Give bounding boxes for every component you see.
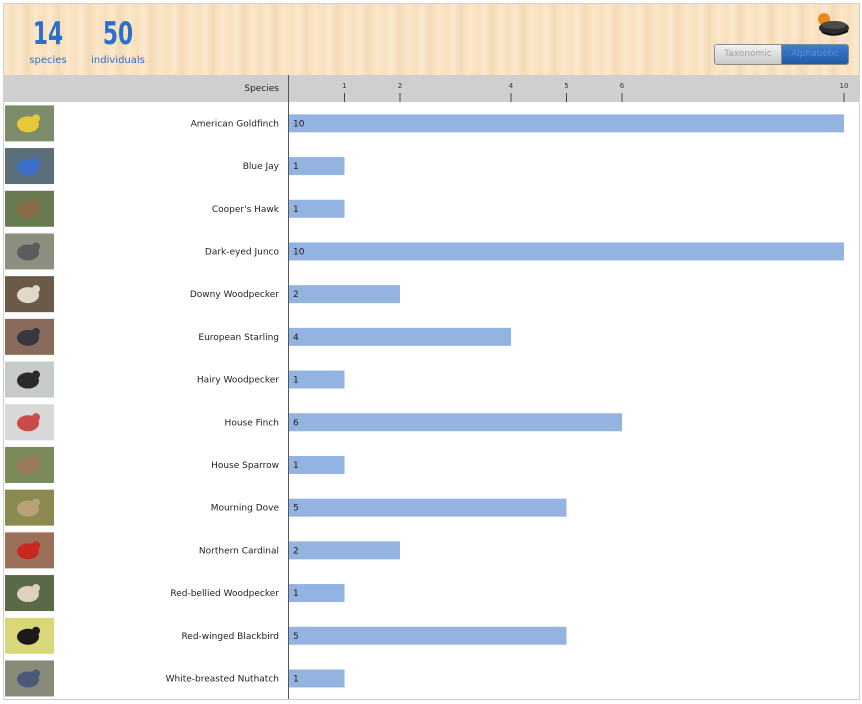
species-label: House Sparrow [211, 461, 279, 471]
species-label: White-breasted Nuthatch [166, 674, 279, 684]
individuals-stat: 50 individuals [88, 17, 148, 67]
count-label: 1 [293, 674, 299, 684]
taxonomic-sort-button[interactable]: Taxonomic [715, 45, 782, 64]
count-label: 2 [293, 290, 299, 300]
axis-header-band: Species [4, 75, 859, 102]
count-bar[interactable] [289, 626, 567, 645]
bird-head [32, 370, 40, 379]
count-bar[interactable] [289, 455, 345, 474]
species-stat: 14 species [26, 17, 70, 67]
count-label: 1 [293, 205, 299, 215]
species-label: Hairy Woodpecker [197, 376, 279, 386]
x-tick-label: 6 [620, 82, 625, 90]
count-label: 1 [293, 461, 299, 471]
species-label: Blue Jay [243, 162, 280, 172]
species-label: American Goldfinch [191, 119, 279, 129]
bird-feeder-logo-icon [818, 13, 849, 36]
bird-head [32, 285, 40, 294]
species-count: 14 [32, 16, 64, 52]
x-tick-label: 10 [840, 82, 849, 90]
species-bar-chart: 1 2 4 5 6 10 American Goldfinch 10 Blue Jay 1 Coop… [5, 82, 849, 697]
species-label: Red-winged Blackbird [181, 632, 279, 642]
count-bar[interactable] [289, 584, 345, 603]
alphabetic-sort-button[interactable]: Alphabetic [782, 45, 848, 64]
count-label: 1 [293, 589, 299, 599]
bird-head [32, 199, 40, 208]
x-tick-label: 1 [342, 82, 346, 90]
count-bar[interactable] [289, 327, 511, 346]
count-bar[interactable] [289, 157, 345, 176]
bird-head [32, 498, 40, 507]
count-bar[interactable] [289, 114, 844, 133]
count-label: 10 [293, 119, 305, 129]
count-bar[interactable] [289, 498, 567, 517]
species-label: Red-bellied Woodpecker [170, 589, 279, 599]
count-label: 5 [293, 632, 299, 642]
bird-head [32, 157, 40, 166]
count-label: 6 [293, 418, 299, 428]
x-tick-label: 2 [398, 82, 402, 90]
species-column-header: Species [244, 84, 279, 94]
count-bar[interactable] [289, 370, 345, 389]
count-label: 5 [293, 504, 299, 514]
bird-head [32, 413, 40, 422]
species-label: Dark-eyed Junco [205, 247, 280, 257]
species-label: species [29, 55, 67, 66]
species-label: Northern Cardinal [199, 546, 279, 556]
bird-head [32, 242, 40, 251]
individuals-count: 50 [102, 16, 134, 52]
x-tick-label: 5 [564, 82, 568, 90]
species-label: Downy Woodpecker [190, 290, 279, 300]
count-label: 10 [293, 247, 305, 257]
bird-count-panel: 14 species 50 individuals Taxonomic Alph… [3, 3, 860, 700]
count-label: 1 [293, 376, 299, 386]
sort-toggle[interactable]: Taxonomic Alphabetic [714, 44, 849, 65]
count-bar[interactable] [289, 285, 400, 304]
species-label: Cooper's Hawk [212, 205, 280, 215]
bird-head [32, 455, 40, 464]
species-label: Mourning Dove [211, 504, 280, 514]
count-bar[interactable] [289, 541, 400, 560]
axis-divider [288, 75, 289, 699]
bird-head [32, 584, 40, 593]
individuals-label: individuals [91, 55, 145, 66]
count-bar[interactable] [289, 413, 622, 432]
bird-head [32, 327, 40, 336]
count-label: 1 [293, 162, 299, 172]
bird-head [32, 114, 40, 123]
bird-head [32, 669, 40, 678]
summary-header: 14 species 50 individuals Taxonomic Alph… [4, 4, 859, 75]
count-label: 2 [293, 546, 299, 556]
count-bar[interactable] [289, 199, 345, 218]
x-tick-label: 4 [509, 82, 514, 90]
bird-head [32, 626, 40, 635]
count-bar[interactable] [289, 669, 345, 688]
species-label: European Starling [198, 333, 279, 343]
count-label: 4 [293, 333, 299, 343]
count-bar[interactable] [289, 242, 844, 261]
species-label: House Finch [225, 418, 279, 428]
bird-head [32, 541, 40, 550]
